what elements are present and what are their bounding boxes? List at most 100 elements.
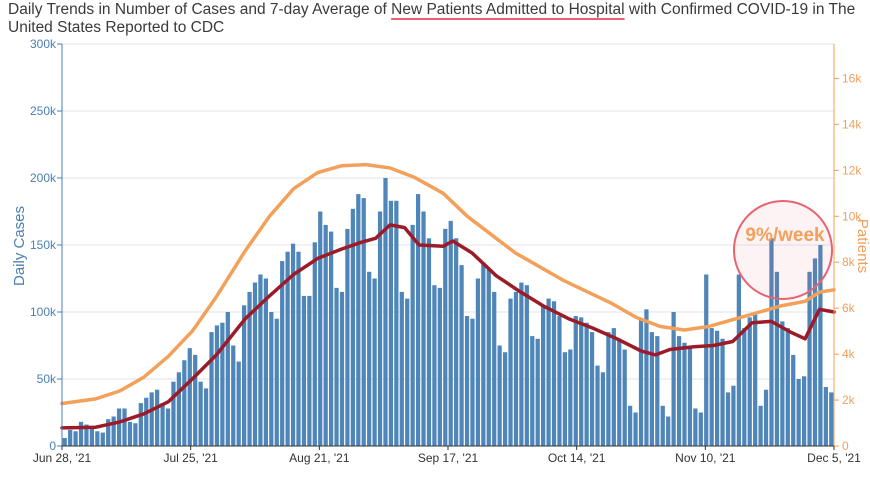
daily-cases-bar <box>356 194 361 446</box>
y-tick-label-left: 50k <box>37 372 57 386</box>
daily-cases-bar <box>481 262 486 446</box>
daily-cases-bar <box>361 198 366 446</box>
daily-cases-bar <box>95 431 100 446</box>
x-tick-label: Dec 5, '21 <box>807 451 861 465</box>
daily-cases-bar <box>122 408 127 446</box>
y-tick-label-right: 0 <box>842 439 849 453</box>
daily-cases-bar <box>693 408 698 446</box>
daily-cases-bar <box>242 305 247 446</box>
daily-cases-bar <box>791 354 796 446</box>
y-tick-label-left: 0 <box>49 439 56 453</box>
cases-avg-line <box>60 223 836 430</box>
daily-cases-bar <box>84 424 89 446</box>
daily-cases-bar <box>753 314 758 446</box>
daily-cases-bar <box>280 261 285 446</box>
daily-cases-bar <box>383 178 388 446</box>
daily-cases-bar <box>551 301 557 446</box>
daily-cases-bar <box>290 243 296 446</box>
daily-cases-bar <box>763 389 769 446</box>
daily-cases-bar <box>513 291 519 446</box>
daily-cases-bar <box>568 349 573 446</box>
daily-cases-bar <box>106 419 111 446</box>
y-tick-label-left: 100k <box>30 305 57 319</box>
daily-cases-bar <box>704 274 709 446</box>
daily-cases-bar <box>823 387 828 446</box>
chart-title: Daily Trends in Number of Cases and 7-da… <box>8 1 870 37</box>
daily-cases-bar <box>296 251 301 446</box>
y-tick-label-right: 8k <box>842 255 856 269</box>
daily-cases-bar <box>617 338 622 446</box>
daily-cases-bar <box>225 312 230 446</box>
daily-cases-bar <box>720 338 725 446</box>
daily-cases-bar <box>247 291 252 446</box>
y-tick-label-right: 12k <box>842 163 862 177</box>
daily-cases-bar <box>187 348 192 446</box>
daily-cases-bar <box>328 231 334 446</box>
annotation: 9%/week <box>733 200 833 300</box>
y-tick-label-left: 300k <box>30 37 57 51</box>
annotation-circle <box>733 200 833 300</box>
daily-cases-bar <box>301 295 307 446</box>
daily-cases-bar <box>541 305 546 446</box>
daily-cases-bar <box>410 224 415 446</box>
daily-cases-bar <box>318 211 323 446</box>
daily-cases-bar <box>350 208 355 446</box>
daily-cases-bar <box>198 381 203 446</box>
daily-cases-bar <box>312 242 317 446</box>
daily-cases-bar <box>274 318 279 446</box>
daily-cases-bar <box>214 325 220 446</box>
x-tick-label: Nov 10, '21 <box>675 451 736 465</box>
x-tick-label: Sep 17, '21 <box>418 451 479 465</box>
daily-cases-bar <box>464 316 470 446</box>
daily-cases-bar <box>687 346 693 446</box>
daily-cases-bar <box>138 403 143 446</box>
daily-cases-bar <box>421 211 426 446</box>
daily-cases-bar <box>182 360 187 446</box>
daily-cases-bar <box>285 251 290 446</box>
hospital-admissions-avg-line <box>60 162 836 406</box>
daily-cases-bar <box>111 416 116 446</box>
y-tick-label-right: 2k <box>842 393 856 407</box>
daily-cases-bar <box>535 338 540 446</box>
daily-cases-bar <box>334 287 339 446</box>
daily-cases-bar <box>459 265 464 446</box>
daily-cases-bar <box>676 336 682 446</box>
daily-cases-bar <box>432 285 437 446</box>
daily-cases-bar <box>443 228 448 446</box>
y-tick-label-left: 200k <box>30 171 57 185</box>
y-tick-label-right: 10k <box>842 209 862 223</box>
daily-cases-bar <box>628 405 633 446</box>
daily-cases-bar <box>171 381 176 446</box>
daily-cases-bar <box>769 238 774 446</box>
daily-cases-bar <box>666 416 671 446</box>
x-tick-label: Aug 21, '21 <box>289 451 350 465</box>
daily-cases-bar <box>660 405 665 446</box>
daily-cases-bar <box>812 258 818 446</box>
y-tick-label-right: 4k <box>842 347 856 361</box>
y-axis-label-left: Daily Cases <box>11 206 28 286</box>
daily-cases-bar <box>89 427 95 446</box>
daily-cases-bar <box>736 274 741 446</box>
daily-cases-bar <box>399 291 404 446</box>
daily-cases-bar <box>263 278 268 446</box>
daily-cases-bar <box>530 336 535 446</box>
daily-cases-bar <box>818 245 823 446</box>
daily-cases-bar <box>231 345 236 446</box>
daily-cases-bar <box>220 322 225 446</box>
daily-cases-bar <box>638 318 644 446</box>
daily-cases-bar <box>801 376 807 446</box>
y-tick-label-right: 16k <box>842 71 862 85</box>
daily-cases-bar <box>388 200 394 446</box>
y-tick-label-left: 250k <box>30 104 57 118</box>
daily-cases-bar <box>73 431 78 446</box>
daily-cases-bar <box>415 194 421 446</box>
daily-cases-bar <box>160 403 165 446</box>
x-tick-label: Jun 28, '21 <box>33 451 92 465</box>
daily-cases-bar <box>796 379 801 446</box>
daily-cases-bar <box>339 291 345 446</box>
daily-cases-bar <box>698 412 703 446</box>
daily-cases-bar <box>236 361 241 446</box>
daily-cases-bar <box>573 316 578 446</box>
daily-cases-bar <box>502 352 508 446</box>
